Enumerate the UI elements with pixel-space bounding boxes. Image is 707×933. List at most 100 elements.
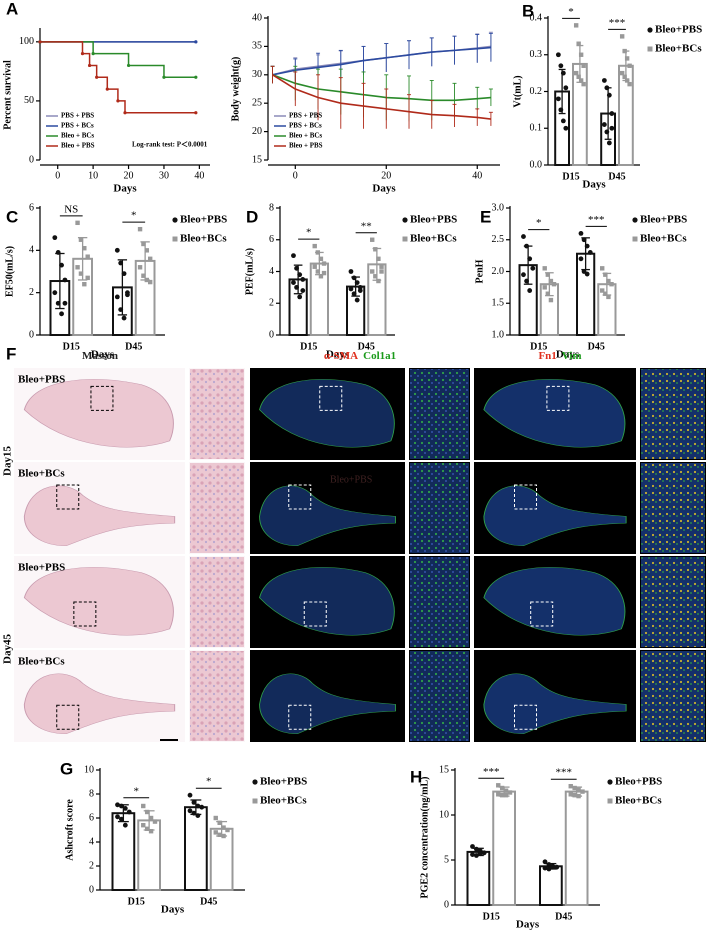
data-point: [351, 291, 357, 297]
row-label: Bleo+BCs: [18, 468, 65, 480]
data-point: [507, 790, 513, 795]
data-point: [587, 250, 593, 255]
legend-label: PBS + BCs: [289, 122, 322, 130]
x-tick-label: D45: [125, 341, 142, 352]
bar: [539, 865, 563, 906]
data-point: [119, 816, 124, 822]
survival-point: [105, 87, 109, 91]
lung-section: [23, 567, 174, 636]
data-point: [379, 269, 384, 274]
data-point: [606, 92, 612, 98]
zoom-image: [410, 557, 469, 647]
y-tick-label: 8: [269, 202, 274, 213]
data-point: [141, 823, 146, 828]
data-point: [78, 271, 84, 276]
header-part: Col1a1: [363, 350, 396, 362]
x-tick-label: D15: [128, 896, 145, 907]
legend-marker: [607, 779, 613, 785]
data-point: [297, 294, 303, 300]
data-point: [321, 270, 327, 276]
y-tick-label: 15: [252, 154, 262, 165]
x-tick-label: D45: [588, 341, 605, 352]
data-point: [624, 56, 630, 61]
data-point: [126, 809, 132, 815]
zoom-box: [514, 484, 537, 510]
data-point: [373, 247, 378, 252]
data-point: [499, 793, 505, 798]
x-tick-label: D45: [555, 911, 572, 922]
legend-marker: [172, 236, 178, 242]
panel-label: C: [6, 207, 18, 226]
data-point: [527, 256, 533, 262]
data-point: [606, 278, 611, 284]
data-point: [85, 254, 90, 259]
data-point: [187, 808, 193, 814]
legend-marker: [632, 236, 638, 242]
data-point: [318, 256, 324, 261]
data-point: [82, 282, 87, 287]
y-tick-label: 1.5: [492, 298, 505, 309]
data-point: [147, 279, 153, 285]
data-point: [568, 784, 573, 789]
y-tick-label: 0.1: [530, 123, 543, 134]
zoom-box: [303, 601, 327, 627]
data-point: [576, 74, 581, 79]
data-point: [548, 297, 554, 303]
data-point: [312, 243, 317, 249]
significance-label: *: [568, 6, 574, 18]
data-point: [578, 52, 584, 57]
survival-point: [194, 111, 198, 115]
data-point: [144, 277, 150, 283]
x-tick-label: D15: [483, 911, 500, 922]
data-point: [601, 122, 607, 127]
y-tick-label: 2.5: [492, 234, 505, 245]
legend-label: Bleo+BCs: [615, 795, 662, 807]
data-point: [152, 819, 158, 824]
zoom-box: [530, 601, 554, 627]
data-point: [578, 231, 584, 236]
panel-label: E: [480, 207, 491, 226]
significance-label: ***: [609, 17, 626, 29]
x-tick-label: 20: [124, 170, 134, 181]
data-point: [604, 85, 610, 91]
significance-label: NS: [64, 203, 78, 215]
y-tick-label: 20: [252, 126, 262, 137]
data-point: [601, 78, 607, 83]
header-part: α-SMA: [324, 350, 358, 362]
data-point: [563, 85, 569, 91]
data-point: [291, 280, 296, 286]
x-tick-label: D45: [358, 341, 375, 352]
y-tick-label: 30: [252, 69, 262, 80]
survival-point: [123, 111, 127, 115]
data-point: [530, 265, 536, 271]
row-label: Bleo+BCs: [18, 656, 65, 668]
x-tick-label: D15: [562, 171, 579, 182]
data-point: [118, 260, 124, 266]
y-tick-label: 15: [439, 764, 449, 775]
data-point: [496, 783, 501, 788]
legend-label: PBS + PBS: [289, 112, 322, 120]
zoom-image: [410, 463, 469, 553]
zoom-image: [190, 557, 244, 647]
data-point: [195, 813, 201, 818]
panel-label: A: [6, 0, 18, 18]
y-tick-label: 2.0: [492, 266, 505, 277]
x-tick-label: 0: [55, 170, 60, 181]
y-tick-label: 6: [29, 202, 34, 213]
data-point: [144, 248, 150, 253]
line: [272, 46, 491, 76]
lung-section: [483, 485, 627, 547]
legend-label: Bleo+BCs: [260, 795, 307, 807]
data-point: [560, 70, 566, 76]
legend-marker: [647, 46, 653, 52]
data-point: [312, 264, 317, 269]
column-header: Fn1 Vim: [538, 350, 581, 362]
data-point: [627, 63, 632, 68]
data-point: [354, 297, 360, 303]
survival-point: [38, 40, 42, 44]
survival-point: [126, 63, 131, 68]
data-point: [144, 826, 150, 831]
legend-marker: [632, 217, 638, 223]
y-tick-label: 0: [29, 154, 34, 165]
